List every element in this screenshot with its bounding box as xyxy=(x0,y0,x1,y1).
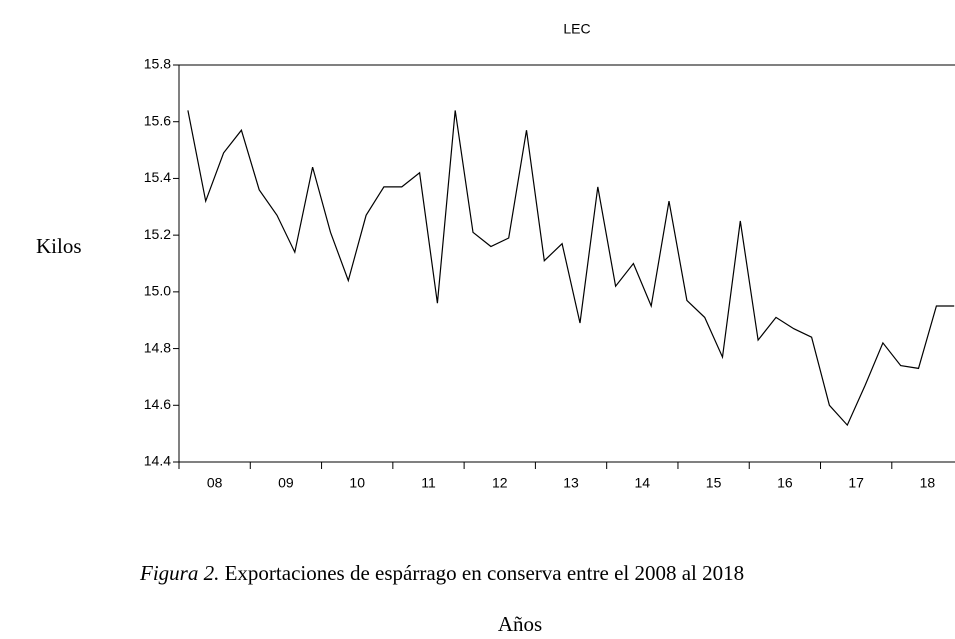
x-tick-label: 12 xyxy=(492,475,508,491)
y-tick-label: 15.4 xyxy=(144,169,171,185)
x-tick-label: 13 xyxy=(563,475,579,491)
y-tick-label: 14.6 xyxy=(144,396,171,412)
plot-frame xyxy=(178,64,955,463)
chart-title: LEC xyxy=(563,21,590,37)
x-tick-label: 17 xyxy=(848,475,864,491)
y-tick-label: 15.2 xyxy=(144,226,171,242)
x-tick-label: 18 xyxy=(920,475,936,491)
x-tick-label: 16 xyxy=(777,475,793,491)
y-tick-label: 15.0 xyxy=(144,283,171,299)
x-tick-label: 14 xyxy=(635,475,651,491)
x-tick-label: 10 xyxy=(349,475,365,491)
y-axis-label: Kilos xyxy=(36,234,82,258)
caption-text: Exportaciones de espárrago en conserva e… xyxy=(225,561,745,585)
x-tick-label: 09 xyxy=(278,475,294,491)
line-series xyxy=(187,110,955,427)
x-tick-label: 11 xyxy=(421,475,436,491)
x-tick-label: 08 xyxy=(207,475,223,491)
y-tick-label: 14.4 xyxy=(144,453,171,469)
y-tick-label: 15.8 xyxy=(144,56,171,72)
y-tick-label: 15.6 xyxy=(144,112,171,128)
x-tick-label: 15 xyxy=(706,475,722,491)
caption-prefix: Figura 2. xyxy=(139,561,219,585)
y-tick-label: 14.8 xyxy=(144,339,171,355)
caption: Figura 2. Exportaciones de espárrago en … xyxy=(139,561,744,585)
x-axis-label: Años xyxy=(498,612,542,636)
